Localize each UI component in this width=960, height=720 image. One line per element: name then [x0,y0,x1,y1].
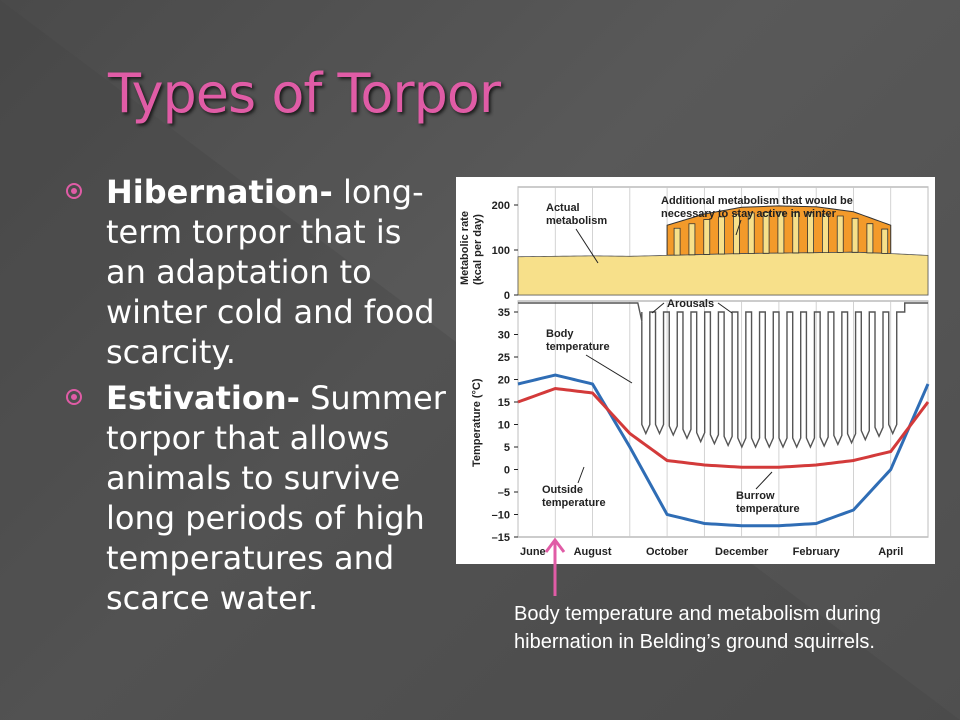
area-actual-metabolism [517,251,929,296]
temperature-ytick-label: 25 [498,352,510,364]
annotation-leader-line [651,302,665,314]
annotation-body-temp-1: Body [546,328,574,340]
metabolism-ytick-label: 100 [492,245,510,257]
temperature-ytick-label: 10 [498,420,510,432]
arousal-metabolism-spike [866,223,874,254]
arousal-metabolism-spike [881,228,889,254]
chart-svg: 0 100 200 –15 –10 –5 0 5 10 15 20 25 30 35 June August O… [459,186,930,558]
annotation-leader-line [575,228,599,264]
arousal-metabolism-spike [762,211,770,254]
temperature-ytick-label: 30 [498,330,510,342]
bullet-estivation: Estivation- Summer torpor that allows an… [66,378,450,618]
annotation-burrow-temp-1: Burrow [736,490,775,502]
annotation-actual-metabolism-2: metabolism [546,215,607,227]
month-xtick-label: December [715,546,769,558]
arousal-metabolism-spike [822,213,829,253]
temperature-ytick-label: 0 [504,465,510,477]
month-xtick-label: June [520,546,546,558]
annotation-leader-line [585,354,633,384]
annotation-arousals: Arousals [667,298,714,310]
arousal-metabolism-spike [718,216,725,255]
annotation-additional-1: Additional metabolism that would be [661,195,853,207]
temperature-ytick-label: 35 [498,307,510,319]
hibernation-figure: 0 100 200 –15 –10 –5 0 5 10 15 20 25 30 35 June August O… [456,177,935,564]
temperature-ytick-label: 20 [498,375,510,387]
bullet-list: Hibernation- long-term torpor that is an… [66,172,450,624]
month-xtick-label: February [793,546,841,558]
metabolism-ytick-label: 0 [504,290,510,302]
annotation-additional-2: necessary to stay active in winter [661,208,837,220]
bullet-text: long-term torpor that is an adaptation t… [106,173,435,371]
arousal-metabolism-spike [807,212,814,254]
arousal-metabolism-spike [851,217,859,253]
temperature-ytick-label: –15 [492,532,510,544]
metabolism-ylabel-line1: Metabolic rate [459,211,471,285]
bullet-text: Summer torpor that allows animals to sur… [106,379,446,617]
arousal-metabolism-spike [673,227,681,256]
line-outside-temperature [517,373,930,528]
figure-caption: Body temperature and metabolism during h… [514,603,881,653]
temperature-ytick-label: –5 [498,487,510,499]
annotation-actual-metabolism-1: Actual [546,202,580,214]
arousal-metabolism-spike [836,215,844,253]
bullet-marker-icon [66,183,82,199]
annotation-leader-line [717,302,733,314]
bullet-marker-icon [66,389,82,405]
annotation-burrow-temp-2: temperature [736,503,800,515]
arousal-metabolism-spike [792,211,800,254]
annotation-leader-line [577,466,585,484]
arrow-up-icon [544,537,566,596]
temperature-panel [517,300,929,538]
metabolism-ytick-label: 200 [492,200,510,212]
arousal-metabolism-spike [777,211,785,254]
annotation-leader-line [755,471,773,490]
temperature-ytick-label: 15 [498,397,510,409]
month-xtick-label: August [574,546,612,558]
annotation-body-temp-2: temperature [546,341,610,353]
month-xtick-label: April [878,546,903,558]
metabolism-ylabel-line2: (kcal per day) [472,214,484,285]
line-body-temperature [518,302,928,449]
arousal-metabolism-spike [747,212,755,254]
month-xtick-label: October [646,546,689,558]
page-title: Types of Torpor [108,62,501,125]
annotation-leader-line [735,219,742,236]
bullet-term: Estivation- [106,379,300,417]
arousal-metabolism-spike [688,223,696,256]
temperature-ytick-label: 5 [504,442,510,454]
line-burrow-temperature [517,386,930,469]
arousal-metabolism-spike [703,219,711,255]
bullet-hibernation: Hibernation- long-term torpor that is an… [66,172,450,372]
annotation-outside-temp-2: temperature [542,497,606,509]
temperature-ytick-label: –10 [492,510,510,522]
temperature-ylabel: Temperature (°C) [471,378,483,467]
bullet-term: Hibernation- [106,173,333,211]
annotation-outside-temp-1: Outside [542,484,583,496]
